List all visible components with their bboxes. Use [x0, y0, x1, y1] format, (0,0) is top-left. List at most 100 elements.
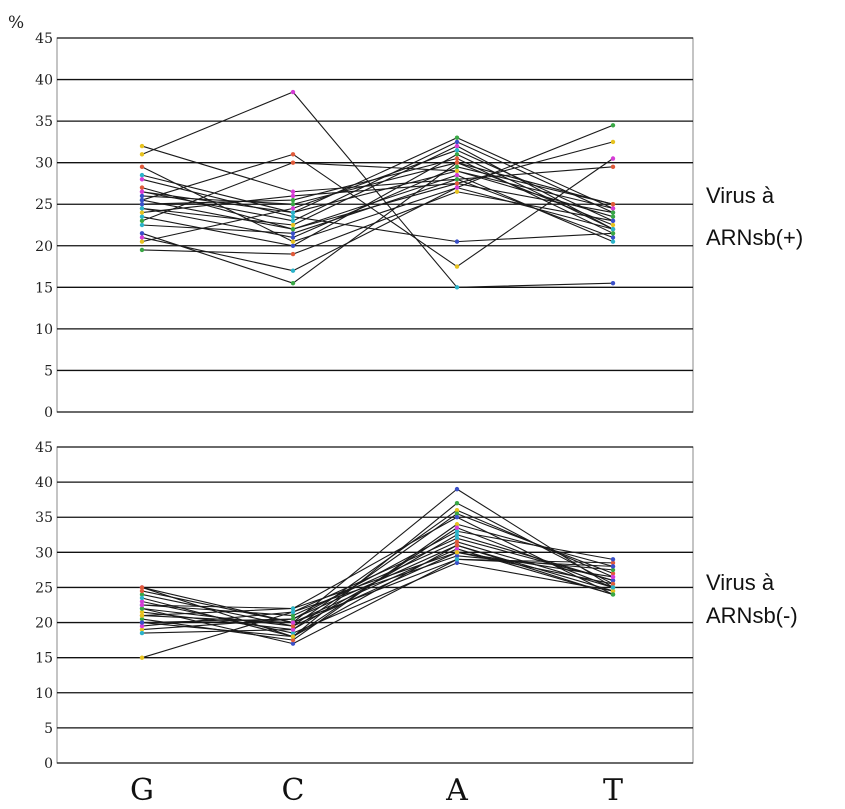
data-point [455, 543, 459, 547]
y-tick-label: 10 [35, 322, 53, 338]
data-point [140, 198, 144, 202]
data-point [140, 219, 144, 223]
x-category-label: G [130, 773, 154, 808]
data-point [455, 557, 459, 561]
data-point [140, 190, 144, 194]
data-point [611, 165, 615, 169]
data-point [611, 235, 615, 239]
data-point [291, 190, 295, 194]
y-tick-label: 15 [35, 651, 53, 667]
y-unit-label: % [8, 13, 24, 33]
y-tick-label: 45 [35, 31, 53, 47]
data-point [455, 156, 459, 160]
data-point [611, 206, 615, 210]
y-tick-label: 30 [35, 545, 53, 561]
data-point [455, 264, 459, 268]
data-point [140, 152, 144, 156]
data-point [611, 231, 615, 235]
data-point [455, 148, 459, 152]
group-label-line1: Virus à [706, 183, 775, 208]
data-point [455, 285, 459, 289]
y-tick-label: 5 [44, 721, 53, 737]
data-point [291, 606, 295, 610]
data-point [611, 227, 615, 231]
data-point [291, 244, 295, 248]
data-point [140, 585, 144, 589]
data-point [611, 585, 615, 589]
data-point [291, 198, 295, 202]
data-point [455, 190, 459, 194]
data-point [455, 550, 459, 554]
data-point [455, 526, 459, 530]
data-point [455, 533, 459, 537]
data-point [611, 592, 615, 596]
data-point [611, 557, 615, 561]
data-point [455, 144, 459, 148]
data-point [140, 214, 144, 218]
data-point [291, 214, 295, 218]
data-point [611, 239, 615, 243]
data-point [140, 194, 144, 198]
y-tick-label: 40 [35, 475, 53, 491]
y-tick-label: 35 [35, 114, 53, 130]
data-point [140, 248, 144, 252]
data-point [140, 231, 144, 235]
data-point [455, 487, 459, 491]
data-point [291, 223, 295, 227]
data-point [140, 185, 144, 189]
data-point [611, 219, 615, 223]
data-point [611, 281, 615, 285]
data-point [140, 165, 144, 169]
data-point [455, 173, 459, 177]
y-tick-label: 25 [35, 580, 53, 596]
data-point [291, 152, 295, 156]
data-point [140, 206, 144, 210]
data-point [611, 156, 615, 160]
data-point [140, 655, 144, 659]
data-point [140, 239, 144, 243]
data-point [140, 235, 144, 239]
data-point [140, 620, 144, 624]
x-category-label: C [282, 773, 305, 808]
data-point [140, 202, 144, 206]
data-point [455, 140, 459, 144]
y-tick-label: 20 [35, 239, 53, 255]
data-point [611, 575, 615, 579]
data-point [291, 160, 295, 164]
data-point [611, 202, 615, 206]
data-point [140, 223, 144, 227]
data-point [455, 169, 459, 173]
data-point [455, 181, 459, 185]
data-point [140, 173, 144, 177]
data-point [140, 210, 144, 214]
data-point [455, 239, 459, 243]
data-point [291, 634, 295, 638]
data-point [291, 194, 295, 198]
data-point [291, 202, 295, 206]
data-point [140, 144, 144, 148]
x-category-label: A [445, 773, 468, 808]
data-point [291, 210, 295, 214]
y-tick-label: 15 [35, 280, 53, 296]
data-point [455, 160, 459, 164]
data-point [455, 165, 459, 169]
data-point [291, 235, 295, 239]
x-category-label: T [603, 773, 623, 808]
data-point [291, 281, 295, 285]
data-point [291, 269, 295, 273]
data-point [291, 620, 295, 624]
data-point [140, 596, 144, 600]
data-point [611, 210, 615, 214]
data-point [611, 214, 615, 218]
panel-positive-sense-rna: 051015202530354045Virus àARNsb(+) [35, 31, 803, 421]
data-point [611, 140, 615, 144]
y-tick-label: 0 [44, 756, 53, 772]
y-tick-label: 5 [44, 363, 53, 379]
data-point [611, 223, 615, 227]
y-tick-label: 40 [35, 73, 53, 89]
data-point [455, 152, 459, 156]
group-label-line1: Virus à [706, 570, 775, 595]
y-tick-label: 20 [35, 616, 53, 632]
